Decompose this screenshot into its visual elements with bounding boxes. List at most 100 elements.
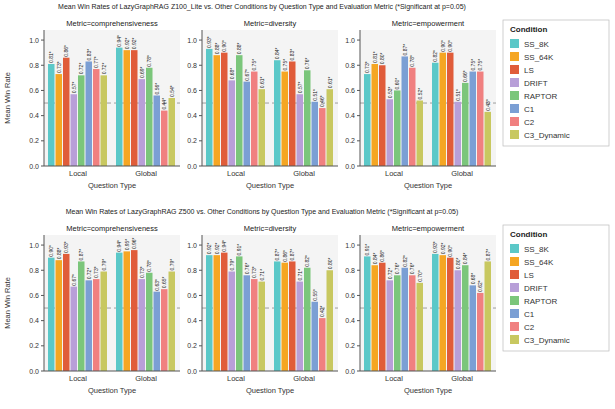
marks <box>202 253 338 371</box>
data-label: 0.75* <box>477 59 483 71</box>
data-label: 0.87* <box>402 44 408 56</box>
bar <box>432 63 439 166</box>
bar <box>372 265 379 371</box>
bar <box>78 261 85 371</box>
plot-area <box>202 30 338 166</box>
data-label: 0.73* <box>93 266 99 278</box>
legend-swatch <box>510 91 519 100</box>
data-label: 0.90* <box>447 40 453 52</box>
y-tick-label: 0.8 <box>187 62 197 69</box>
data-label: 0.75* <box>282 59 288 71</box>
data-label: 0.78* <box>146 55 152 67</box>
bar <box>259 89 266 166</box>
bar <box>297 282 304 371</box>
bar <box>101 75 108 166</box>
x-axis <box>44 166 180 167</box>
legend-frame <box>503 225 609 351</box>
data-label: 0.93* <box>63 241 69 253</box>
bar <box>116 48 123 166</box>
legend-entry: RAPTOR <box>524 92 557 101</box>
panel-title: Metric=comprehensiveness <box>66 19 158 28</box>
data-label: 0.73* <box>56 61 62 73</box>
y-tick-label: 0.2 <box>187 137 197 144</box>
bar <box>304 70 311 166</box>
bar <box>394 90 401 166</box>
legend-entry: SS_8K <box>524 245 550 254</box>
bar <box>124 251 131 371</box>
panel: 0.00.20.40.60.81.00.90*0.88*0.93*0.67*0.… <box>3 224 180 395</box>
data-labels: 0.92*0.92*0.94*0.79*0.91*0.76*0.73*0.71*… <box>206 240 332 317</box>
bar <box>56 74 63 166</box>
data-label: 0.92* <box>206 242 212 254</box>
data-label: 0.72* <box>86 268 92 280</box>
y-tick-label: 0.0 <box>187 163 197 170</box>
bar <box>161 289 168 371</box>
data-label: 0.81* <box>48 51 54 63</box>
panel-title: Metric=empowerment <box>392 19 465 28</box>
bar <box>214 255 221 371</box>
bar <box>274 60 281 166</box>
bar <box>86 280 93 371</box>
legend-swatch <box>510 65 519 74</box>
bar <box>319 108 326 166</box>
y-tick-label: 0.8 <box>29 267 39 274</box>
panel-title: Metric=diversity <box>244 224 297 233</box>
bar <box>312 102 319 166</box>
data-label: 0.53* <box>387 87 393 99</box>
marks <box>44 250 180 371</box>
bar <box>169 98 176 166</box>
bar <box>394 275 401 371</box>
bar <box>417 283 424 371</box>
background <box>0 0 615 409</box>
legend-swatch <box>510 52 519 61</box>
data-label: 0.81* <box>372 51 378 63</box>
legend-entry: C2 <box>524 118 535 127</box>
y-axis-label: Mean Win Rate <box>3 277 12 329</box>
bar <box>477 72 484 166</box>
legend: ConditionSS_8KSS_64KLSDRIFTRAPTORC1C2C3_… <box>503 225 609 351</box>
bar <box>206 255 213 371</box>
data-label: 0.96* <box>131 237 137 249</box>
y-tick-label: 0.4 <box>187 112 197 119</box>
x-tick-label: Local <box>69 374 87 383</box>
data-label: 0.87* <box>274 249 280 261</box>
data-label: 0.91* <box>236 244 242 256</box>
bar <box>63 254 70 371</box>
y-tick-label: 0.6 <box>345 87 355 94</box>
panel-title: Metric=diversity <box>244 19 297 28</box>
y-tick-label: 0.6 <box>29 292 39 299</box>
legend-swatch <box>510 104 519 113</box>
data-label: 0.42* <box>319 305 325 317</box>
x-tick-label: Local <box>227 374 245 383</box>
bar <box>131 50 138 166</box>
bar <box>364 256 371 371</box>
data-label: 0.86* <box>63 45 69 57</box>
y-tick-label: 0.4 <box>29 317 39 324</box>
data-label: 0.83* <box>86 49 92 61</box>
y-tick-label: 1.0 <box>345 37 355 44</box>
data-label: 0.86* <box>282 250 288 262</box>
y-tick-label: 0.2 <box>345 342 355 349</box>
bar <box>447 53 454 166</box>
bar <box>251 72 258 166</box>
bar <box>282 263 289 371</box>
legend-entry: RAPTOR <box>524 297 557 306</box>
data-label: 0.72* <box>101 63 107 75</box>
bar <box>312 302 319 371</box>
data-label: 0.56* <box>154 83 160 95</box>
bar <box>440 255 447 371</box>
legend-entry: LS <box>524 66 534 75</box>
x-axis-label: Question Type <box>246 181 294 190</box>
data-label: 0.87* <box>485 249 491 261</box>
data-label: 0.43* <box>485 99 491 111</box>
legend-swatch <box>510 283 519 292</box>
data-label: 0.72* <box>387 268 393 280</box>
data-label: 0.63* <box>154 279 160 291</box>
data-label: 0.73* <box>251 266 257 278</box>
data-label: 0.79* <box>229 259 235 271</box>
bar <box>116 253 123 371</box>
bar <box>304 268 311 371</box>
bar <box>146 273 153 371</box>
data-label: 0.82* <box>432 50 438 62</box>
y-tick-label: 0.4 <box>187 317 197 324</box>
